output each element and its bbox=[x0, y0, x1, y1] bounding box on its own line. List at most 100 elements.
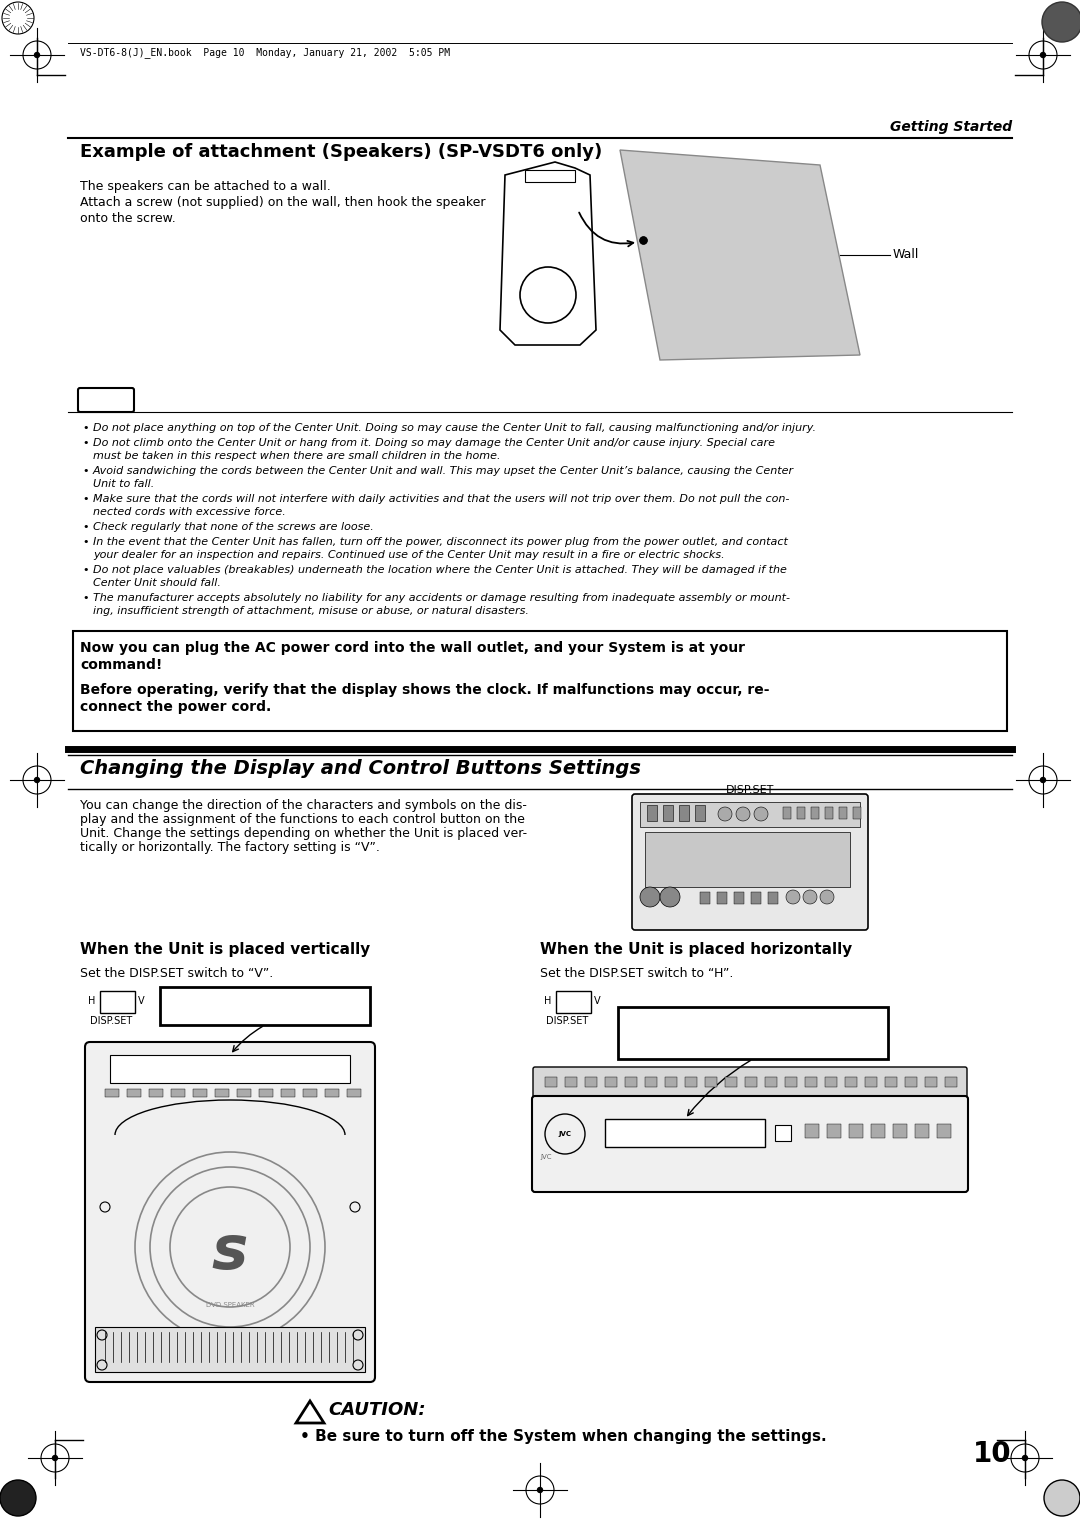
Text: JVC: JVC bbox=[540, 1154, 552, 1160]
FancyBboxPatch shape bbox=[534, 1067, 967, 1102]
Text: •: • bbox=[82, 439, 89, 448]
Bar bbox=[745, 1077, 757, 1086]
Text: Check regularly that none of the screws are loose.: Check regularly that none of the screws … bbox=[93, 523, 374, 532]
Circle shape bbox=[786, 889, 800, 905]
Circle shape bbox=[640, 886, 660, 908]
Circle shape bbox=[53, 1456, 57, 1461]
Text: Wall: Wall bbox=[893, 249, 919, 261]
Text: You can change the direction of the characters and symbols on the dis-: You can change the direction of the char… bbox=[80, 799, 527, 811]
FancyBboxPatch shape bbox=[85, 1042, 375, 1381]
Bar bbox=[347, 1089, 361, 1097]
Circle shape bbox=[538, 1487, 542, 1493]
Bar bbox=[825, 807, 833, 819]
Text: The manufacturer accepts absolutely no liability for any accidents or damage res: The manufacturer accepts absolutely no l… bbox=[93, 593, 789, 604]
Bar bbox=[734, 892, 744, 905]
Text: tically or horizontally. The factory setting is “V”.: tically or horizontally. The factory set… bbox=[80, 840, 380, 854]
Circle shape bbox=[1044, 1481, 1080, 1516]
Text: Center Unit should fall.: Center Unit should fall. bbox=[93, 578, 221, 588]
Text: Now you can plug the AC power cord into the wall outlet, and your System is at y: Now you can plug the AC power cord into … bbox=[80, 642, 745, 656]
Circle shape bbox=[718, 807, 732, 821]
Bar bbox=[663, 805, 673, 821]
Text: your dealer for an inspection and repairs. Continued use of the Center Unit may : your dealer for an inspection and repair… bbox=[93, 550, 725, 559]
Text: Do not climb onto the Center Unit or hang from it. Doing so may damage the Cente: Do not climb onto the Center Unit or han… bbox=[93, 439, 775, 448]
Bar bbox=[775, 1125, 791, 1141]
Circle shape bbox=[1042, 2, 1080, 41]
Text: JVC: JVC bbox=[558, 1131, 571, 1137]
Text: Example of attachment (Speakers) (SP-VSDT6 only): Example of attachment (Speakers) (SP-VSD… bbox=[80, 144, 603, 160]
Bar bbox=[685, 1077, 697, 1086]
Bar bbox=[665, 1077, 677, 1086]
Bar bbox=[545, 1077, 557, 1086]
Text: When the Unit is placed horizontally: When the Unit is placed horizontally bbox=[540, 941, 852, 957]
Bar bbox=[785, 1077, 797, 1086]
Bar bbox=[605, 1077, 617, 1086]
Bar bbox=[765, 1077, 777, 1086]
Text: •: • bbox=[82, 494, 89, 504]
Text: Getting Started: Getting Started bbox=[890, 121, 1012, 134]
Circle shape bbox=[35, 52, 40, 58]
Bar bbox=[783, 807, 791, 819]
Circle shape bbox=[35, 778, 40, 782]
Text: •: • bbox=[82, 593, 89, 604]
Text: CAUTION:: CAUTION: bbox=[328, 1401, 426, 1420]
Bar bbox=[845, 1077, 858, 1086]
Bar bbox=[924, 1077, 937, 1086]
Bar bbox=[565, 1077, 577, 1086]
Bar bbox=[705, 1077, 717, 1086]
Bar bbox=[625, 1077, 637, 1086]
Text: AM12:00: AM12:00 bbox=[659, 1126, 712, 1138]
Bar bbox=[645, 833, 850, 886]
Text: •: • bbox=[82, 423, 89, 432]
Bar bbox=[647, 805, 657, 821]
Bar bbox=[105, 1089, 119, 1097]
Text: JVC: JVC bbox=[218, 1346, 242, 1358]
Bar bbox=[556, 992, 591, 1013]
Text: Attach a screw (not supplied) on the wall, then hook the speaker: Attach a screw (not supplied) on the wal… bbox=[80, 196, 486, 209]
Circle shape bbox=[735, 807, 750, 821]
Text: H: H bbox=[544, 996, 552, 1005]
Bar bbox=[696, 805, 705, 821]
Text: •: • bbox=[82, 466, 89, 477]
Bar bbox=[73, 631, 1007, 730]
Bar bbox=[700, 892, 710, 905]
Text: ing, insufficient strength of attachment, misuse or abuse, or natural disasters.: ing, insufficient strength of attachment… bbox=[93, 607, 529, 616]
Circle shape bbox=[1040, 778, 1045, 782]
Text: onto the screw.: onto the screw. bbox=[80, 212, 176, 225]
Bar bbox=[839, 807, 847, 819]
Text: Unit to fall.: Unit to fall. bbox=[93, 478, 154, 489]
Circle shape bbox=[0, 1481, 36, 1516]
Text: Do not place valuables (breakables) underneath the location where the Center Uni: Do not place valuables (breakables) unde… bbox=[93, 565, 787, 575]
Bar bbox=[768, 892, 778, 905]
Bar bbox=[805, 1125, 819, 1138]
Text: Unit. Change the settings depending on whether the Unit is placed ver-: Unit. Change the settings depending on w… bbox=[80, 827, 527, 840]
Text: AM12:00: AM12:00 bbox=[213, 996, 318, 1021]
Text: !: ! bbox=[307, 1409, 313, 1421]
Bar bbox=[585, 1077, 597, 1086]
Bar bbox=[853, 807, 861, 819]
Bar bbox=[259, 1089, 273, 1097]
Bar bbox=[797, 807, 805, 819]
Text: DISP.SET: DISP.SET bbox=[546, 1016, 589, 1025]
Circle shape bbox=[1040, 52, 1045, 58]
Text: •: • bbox=[82, 536, 89, 547]
Bar bbox=[215, 1089, 229, 1097]
Text: Changing the Display and Control Buttons Settings: Changing the Display and Control Buttons… bbox=[80, 759, 642, 778]
Text: •: • bbox=[82, 523, 89, 532]
Text: • Be sure to turn off the System when changing the settings.: • Be sure to turn off the System when ch… bbox=[300, 1429, 826, 1444]
Bar bbox=[870, 1125, 885, 1138]
Circle shape bbox=[660, 886, 680, 908]
Bar bbox=[100, 992, 135, 1013]
Bar bbox=[937, 1125, 951, 1138]
Bar bbox=[110, 1054, 350, 1083]
Bar bbox=[915, 1125, 929, 1138]
Text: Avoid sandwiching the cords between the Center Unit and wall. This may upset the: Avoid sandwiching the cords between the … bbox=[93, 466, 794, 477]
Text: DVD SPEAKER: DVD SPEAKER bbox=[205, 1302, 254, 1308]
Bar bbox=[95, 1326, 365, 1372]
Bar bbox=[127, 1089, 141, 1097]
Text: AM12:00: AM12:00 bbox=[206, 1062, 254, 1073]
Circle shape bbox=[754, 807, 768, 821]
Bar bbox=[893, 1125, 907, 1138]
Text: DISP.SET: DISP.SET bbox=[90, 1016, 132, 1025]
Circle shape bbox=[804, 889, 816, 905]
Bar bbox=[679, 805, 689, 821]
